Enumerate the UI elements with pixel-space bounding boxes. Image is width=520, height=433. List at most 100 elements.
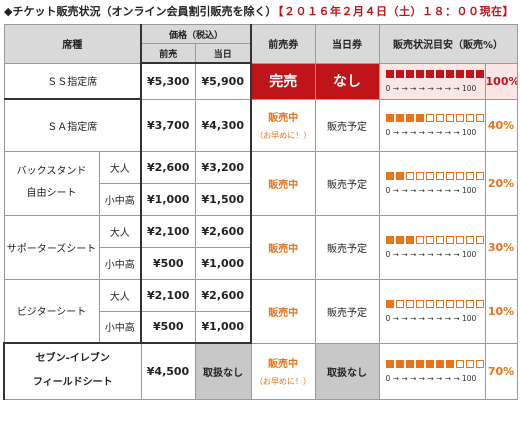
col-sameday-ticket: 当日券 bbox=[314, 24, 380, 64]
seat-name: サポーターズシート bbox=[3, 214, 100, 280]
gauge-box bbox=[475, 235, 484, 244]
gauge-box bbox=[415, 359, 424, 368]
sales-gauge: 0 → → → → → → → → 100 bbox=[378, 62, 486, 100]
gauge-box bbox=[475, 171, 484, 180]
gauge-box bbox=[455, 171, 464, 180]
advance-ticket-status: 販売中 （お早めに！） bbox=[250, 98, 316, 152]
timestamp: 【２０１６年２月４日（土）１８：００現在】 bbox=[272, 5, 514, 18]
table-row: ビジターシート 大人 ¥2,100 ¥2,600 販売中 販売予定 0 → → … bbox=[3, 278, 518, 344]
gauge-box bbox=[465, 235, 474, 244]
gauge-box bbox=[425, 69, 434, 78]
col-advance-ticket: 前売券 bbox=[250, 24, 316, 64]
sameday-ticket-status: 販売予定 bbox=[314, 150, 380, 216]
page-title: ◆チケット販売状況（オンライン会員割引販売を除く） bbox=[4, 5, 277, 18]
gauge-box bbox=[385, 299, 394, 308]
gauge-box bbox=[445, 299, 454, 308]
gauge-box bbox=[415, 113, 424, 122]
gauge-box bbox=[385, 171, 394, 180]
advance-price: ¥2,100 bbox=[140, 278, 196, 312]
table-row: ＳＳ指定席 ¥5,300 ¥5,900 完売 なし 0 → → → → → → … bbox=[3, 62, 518, 100]
sales-gauge: 0 → → → → → → → → 100 bbox=[378, 150, 486, 216]
gauge-box bbox=[425, 359, 434, 368]
gauge-box bbox=[475, 113, 484, 122]
advance-price: ¥2,100 bbox=[140, 214, 196, 248]
sales-gauge: 0 → → → → → → → → 100 bbox=[378, 214, 486, 280]
advance-price: ¥5,300 bbox=[140, 62, 196, 100]
gauge-box bbox=[445, 235, 454, 244]
sameday-ticket-status: 販売予定 bbox=[314, 214, 380, 280]
seat-name: ＳＡ指定席 bbox=[3, 98, 142, 152]
gauge-box bbox=[405, 69, 414, 78]
sameday-price: ¥3,200 bbox=[194, 150, 253, 184]
gauge-box bbox=[425, 235, 434, 244]
advance-ticket-status: 販売中 （お早めに！） bbox=[250, 342, 316, 400]
sales-percent: 30% bbox=[484, 214, 518, 280]
gauge-box bbox=[405, 235, 414, 244]
col-advance: 前売 bbox=[140, 43, 196, 64]
sameday-price: ¥4,300 bbox=[194, 98, 253, 152]
sales-percent: 70% bbox=[484, 342, 518, 400]
sameday-ticket-status: 販売予定 bbox=[314, 278, 380, 344]
table-row: ＳＡ指定席 ¥3,700 ¥4,300 販売中 （お早めに！） 販売予定 0 → … bbox=[3, 98, 518, 152]
gauge-box bbox=[435, 69, 444, 78]
gauge-box bbox=[385, 235, 394, 244]
seat-name: ビジターシート bbox=[3, 278, 100, 344]
gauge-box bbox=[415, 235, 424, 244]
gauge-box bbox=[415, 69, 424, 78]
gauge-box bbox=[415, 171, 424, 180]
sameday-price: ¥2,600 bbox=[194, 278, 253, 312]
gauge-box bbox=[435, 299, 444, 308]
sameday-price: ¥1,000 bbox=[194, 310, 253, 344]
advance-price: ¥2,600 bbox=[140, 150, 196, 184]
sameday-price: ¥1,500 bbox=[194, 182, 253, 216]
gauge-box bbox=[445, 113, 454, 122]
sales-gauge: 0 → → → → → → → → 100 bbox=[378, 98, 486, 152]
table-row: 小中高 ¥1,000 ¥1,500 bbox=[4, 182, 517, 216]
gauge-box bbox=[385, 359, 394, 368]
gauge-box bbox=[405, 171, 414, 180]
gauge-box bbox=[395, 359, 404, 368]
sales-percent: 20% bbox=[484, 150, 518, 216]
seat-subtype: 小中高 bbox=[98, 246, 142, 280]
advance-price: ¥500 bbox=[140, 246, 196, 280]
gauge-box bbox=[435, 113, 444, 122]
seat-subtype: 大人 bbox=[98, 278, 142, 312]
gauge-box bbox=[405, 299, 414, 308]
gauge-box bbox=[435, 359, 444, 368]
sales-percent: 40% bbox=[484, 98, 518, 152]
gauge-box bbox=[455, 113, 464, 122]
sameday-price: ¥2,600 bbox=[194, 214, 253, 248]
sales-percent: 10% bbox=[484, 278, 518, 344]
gauge-box bbox=[415, 299, 424, 308]
gauge-box bbox=[425, 113, 434, 122]
sameday-ticket-status: なし bbox=[314, 62, 380, 100]
gauge-box bbox=[395, 171, 404, 180]
gauge-box bbox=[475, 359, 484, 368]
seat-name: ＳＳ指定席 bbox=[3, 62, 142, 100]
sales-gauge: 0 → → → → → → → → 100 bbox=[378, 342, 486, 400]
gauge-box bbox=[455, 69, 464, 78]
sales-gauge: 0 → → → → → → → → 100 bbox=[378, 278, 486, 344]
gauge-box bbox=[435, 235, 444, 244]
seat-name: バックスタンド 自由シート bbox=[3, 150, 100, 216]
gauge-box bbox=[405, 359, 414, 368]
table-row: セブン-イレブン フィールドシート ¥4,500 取扱なし 販売中 （お早めに！）… bbox=[3, 342, 518, 400]
gauge-box bbox=[465, 69, 474, 78]
gauge-box bbox=[465, 359, 474, 368]
gauge-box bbox=[395, 235, 404, 244]
gauge-box bbox=[465, 113, 474, 122]
gauge-box bbox=[455, 299, 464, 308]
seat-subtype: 大人 bbox=[98, 150, 142, 184]
advance-price: ¥1,000 bbox=[140, 182, 196, 216]
gauge-box bbox=[455, 359, 464, 368]
advance-price: ¥3,700 bbox=[140, 98, 196, 152]
gauge-box bbox=[425, 171, 434, 180]
sales-percent: 100% bbox=[484, 62, 518, 100]
gauge-box bbox=[445, 69, 454, 78]
seat-subtype: 小中高 bbox=[98, 310, 142, 344]
col-sameday: 当日 bbox=[194, 43, 253, 64]
sameday-ticket-status: 販売予定 bbox=[314, 98, 380, 152]
gauge-box bbox=[475, 299, 484, 308]
gauge-box bbox=[395, 113, 404, 122]
sameday-price: ¥5,900 bbox=[194, 62, 253, 100]
